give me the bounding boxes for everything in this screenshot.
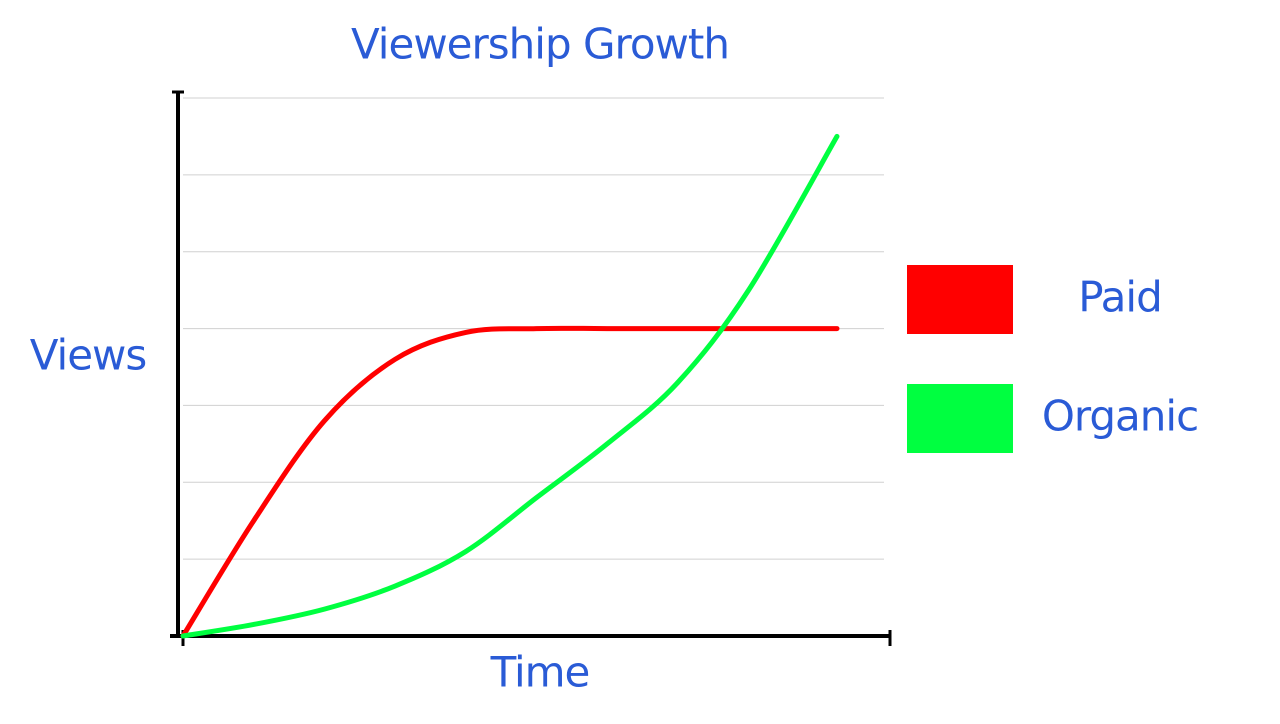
grid bbox=[183, 97, 884, 560]
legend-swatch bbox=[907, 384, 1013, 453]
x-axis-label: Time bbox=[490, 648, 590, 697]
series-line bbox=[180, 133, 840, 639]
legend-label: Organic bbox=[1042, 392, 1198, 441]
legend-swatch bbox=[907, 265, 1013, 334]
series-line bbox=[180, 325, 840, 639]
plot bbox=[180, 133, 840, 639]
legend: Paid Organic bbox=[907, 265, 1199, 453]
y-axis-label: Views bbox=[30, 331, 147, 380]
legend-label: Paid bbox=[1078, 273, 1162, 322]
chart-title: Viewership Growth bbox=[351, 20, 729, 69]
